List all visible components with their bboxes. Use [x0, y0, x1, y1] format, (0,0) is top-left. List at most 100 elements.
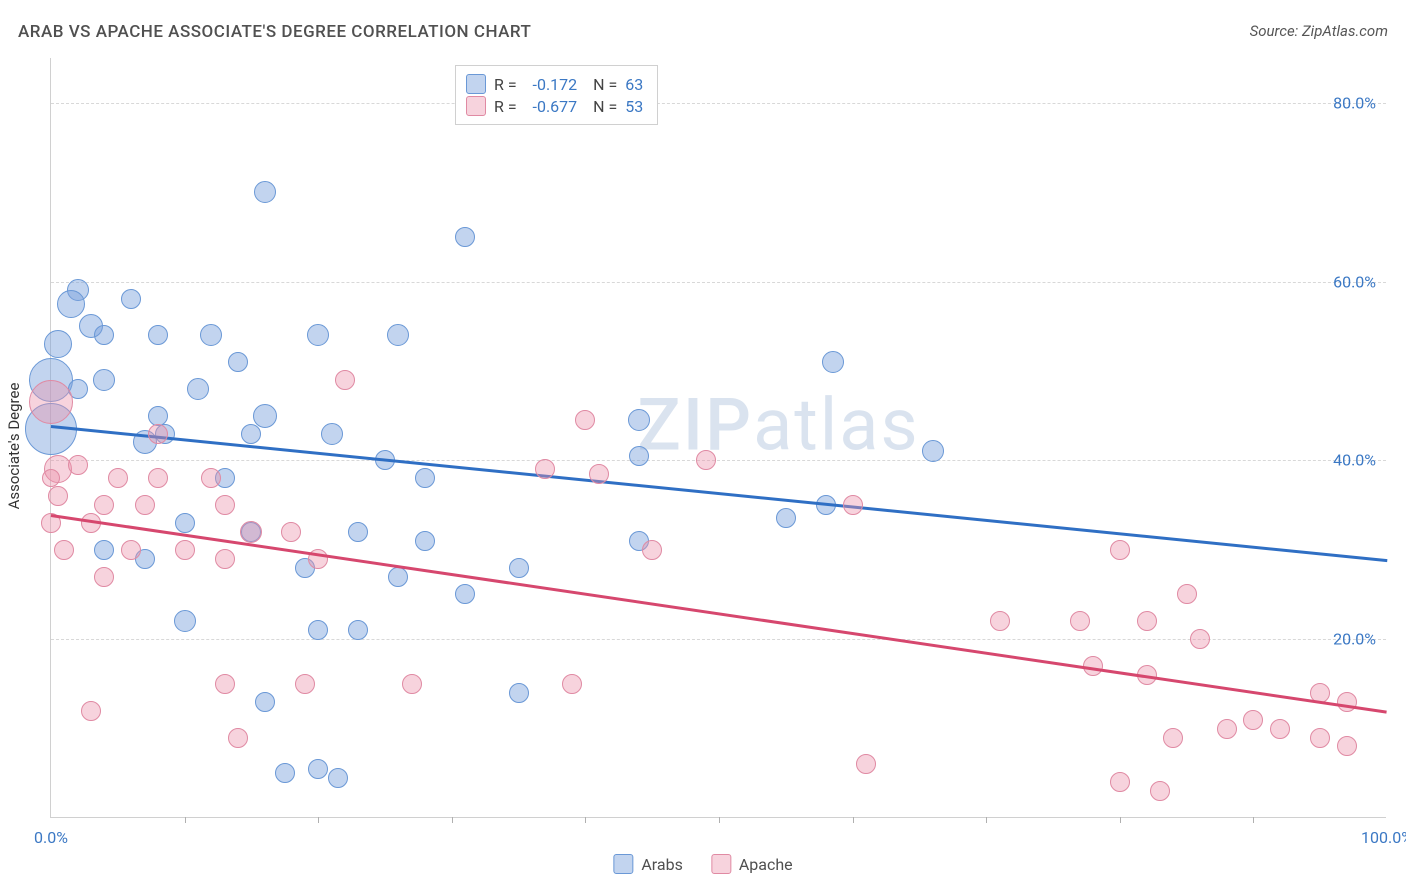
series-legend-item: Arabs — [613, 854, 683, 874]
legend-r-value: -0.677 — [533, 97, 578, 116]
x-tick-mark — [1120, 817, 1121, 823]
series-name: Apache — [739, 855, 793, 874]
data-point — [308, 759, 328, 779]
data-point — [255, 692, 275, 712]
data-point — [94, 540, 114, 560]
trend-line — [51, 514, 1387, 713]
data-point — [509, 558, 529, 578]
data-point — [241, 424, 261, 444]
data-point — [135, 495, 155, 515]
data-point — [148, 325, 168, 345]
legend-swatch — [613, 854, 633, 874]
data-point — [200, 324, 222, 346]
data-point — [68, 455, 88, 475]
data-point — [174, 610, 196, 632]
legend-row: R = -0.172 N = 63 — [466, 74, 643, 94]
watermark-atlas: atlas — [753, 382, 920, 467]
data-point — [307, 324, 329, 346]
data-point — [1070, 611, 1090, 631]
data-point — [215, 549, 235, 569]
legend-r-label: R = — [494, 97, 525, 116]
y-axis-title: Associate's Degree — [5, 383, 23, 510]
data-point — [1177, 584, 1197, 604]
data-point — [415, 531, 435, 551]
gridline — [51, 639, 1386, 640]
legend-swatch — [711, 854, 731, 874]
data-point — [335, 370, 355, 390]
y-tick-label: 20.0% — [1333, 630, 1376, 649]
y-tick-label: 40.0% — [1333, 451, 1376, 470]
data-point — [295, 674, 315, 694]
data-point — [121, 289, 141, 309]
data-point — [1270, 719, 1290, 739]
data-point — [148, 424, 168, 444]
data-point — [240, 521, 262, 543]
series-name: Arabs — [641, 855, 683, 874]
gridline — [51, 103, 1386, 104]
series-legend-item: Apache — [711, 854, 793, 874]
data-point — [148, 468, 168, 488]
x-tick-label: 0.0% — [34, 828, 68, 847]
data-point — [629, 446, 649, 466]
legend-n-value: 53 — [625, 97, 643, 116]
x-tick-label: 100.0% — [1361, 828, 1406, 847]
data-point — [321, 423, 343, 445]
data-point — [509, 683, 529, 703]
correlation-legend: R = -0.172 N = 63R = -0.677 N = 53 — [455, 65, 658, 125]
source-attribution: Source: ZipAtlas.com — [1250, 22, 1388, 40]
data-point — [822, 351, 844, 373]
data-point — [387, 324, 409, 346]
data-point — [628, 409, 650, 431]
data-point — [215, 495, 235, 515]
data-point — [535, 459, 555, 479]
data-point — [575, 410, 595, 430]
data-point — [455, 584, 475, 604]
x-tick-mark — [719, 817, 720, 823]
data-point — [776, 508, 796, 528]
data-point — [402, 674, 422, 694]
data-point — [94, 567, 114, 587]
data-point — [843, 495, 863, 515]
x-tick-mark — [318, 817, 319, 823]
data-point — [1150, 781, 1170, 801]
data-point — [29, 380, 73, 424]
data-point — [415, 468, 435, 488]
series-legend: Arabs Apache — [613, 854, 792, 874]
legend-r-label: R = — [494, 75, 525, 94]
y-tick-label: 60.0% — [1333, 272, 1376, 291]
data-point — [642, 540, 662, 560]
legend-row: R = -0.677 N = 53 — [466, 96, 643, 116]
data-point — [187, 378, 209, 400]
legend-swatch — [466, 96, 486, 116]
chart-title: ARAB VS APACHE ASSOCIATE'S DEGREE CORREL… — [18, 22, 531, 42]
data-point — [215, 674, 235, 694]
data-point — [93, 369, 115, 391]
data-point — [1190, 629, 1210, 649]
data-point — [175, 513, 195, 533]
data-point — [1337, 692, 1357, 712]
y-tick-label: 80.0% — [1333, 93, 1376, 112]
data-point — [54, 540, 74, 560]
gridline — [51, 460, 1386, 461]
x-tick-mark — [185, 817, 186, 823]
data-point — [328, 768, 348, 788]
data-point — [42, 469, 60, 487]
data-point — [562, 674, 582, 694]
data-point — [990, 611, 1010, 631]
data-point — [1310, 728, 1330, 748]
data-point — [201, 468, 221, 488]
data-point — [81, 701, 101, 721]
data-point — [281, 522, 301, 542]
data-point — [48, 486, 68, 506]
x-tick-mark — [452, 817, 453, 823]
data-point — [44, 330, 72, 358]
data-point — [175, 540, 195, 560]
data-point — [696, 450, 716, 470]
x-tick-mark — [986, 817, 987, 823]
watermark-zip: ZIP — [637, 382, 753, 467]
data-point — [57, 290, 85, 318]
data-point — [1137, 611, 1157, 631]
data-point — [1110, 772, 1130, 792]
data-point — [254, 181, 276, 203]
legend-n-label: N = — [585, 97, 617, 116]
